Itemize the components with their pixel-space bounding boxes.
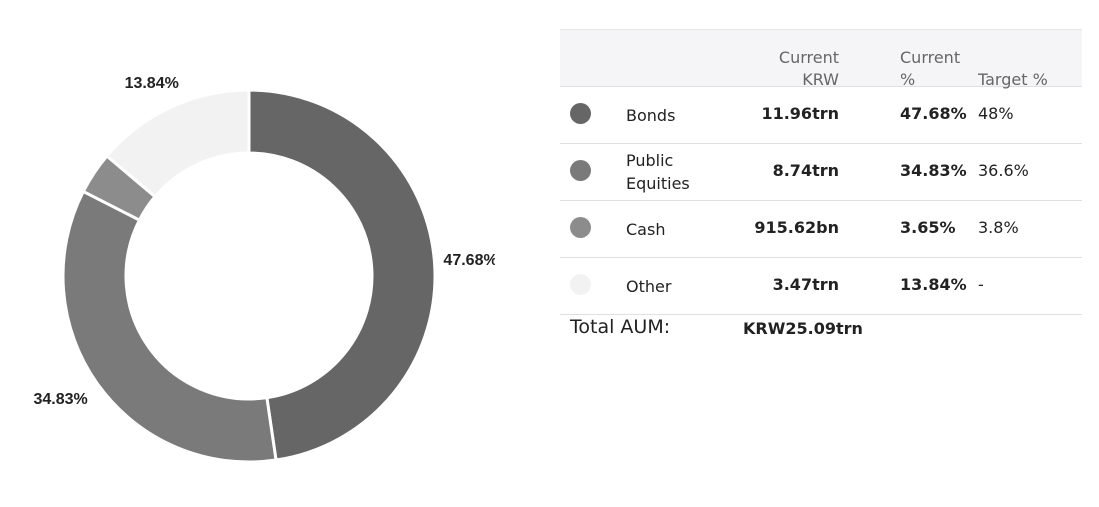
current-krw: 915.62bn <box>754 218 839 237</box>
allocation-table: Current KRW Current % Target % Total AUM… <box>560 29 1082 359</box>
donut-chart: 47.68% 34.83% 13.84% <box>33 75 495 464</box>
legend-dot <box>570 103 591 124</box>
row-name: Bonds <box>626 105 676 125</box>
data-label: 34.83% <box>33 391 87 408</box>
target-pct: 36.6% <box>978 161 1029 180</box>
table-row: Cash 915.62bn 3.65% 3.8% <box>560 200 1082 258</box>
table-row: Bonds 11.96trn 47.68% 48% <box>560 86 1082 144</box>
target-pct: 3.8% <box>978 218 1019 237</box>
data-label: 13.84% <box>125 75 179 92</box>
table-row: Public Equities 8.74trn 34.83% 36.6% <box>560 143 1082 201</box>
target-pct: 48% <box>978 104 1014 123</box>
row-name: Public Equities <box>626 151 690 193</box>
table-header: Current KRW Current % Target % <box>560 29 1082 89</box>
total-value: KRW25.09trn <box>743 319 863 338</box>
table-row: Other 3.47trn 13.84% - <box>560 257 1082 315</box>
legend-dot <box>570 274 591 295</box>
target-pct: - <box>978 275 984 294</box>
column-header: Current % <box>900 48 961 89</box>
legend-dot <box>570 160 591 181</box>
current-pct: 13.84% <box>900 275 967 294</box>
current-krw: 3.47trn <box>772 275 839 294</box>
current-pct: 34.83% <box>900 161 967 180</box>
donut-segment <box>247 88 437 462</box>
row-name: Cash <box>626 219 666 239</box>
current-krw: 8.74trn <box>772 161 839 180</box>
total-label: Total AUM: <box>570 316 671 338</box>
column-header: Target % <box>978 70 1048 89</box>
column-header: Current KRW <box>778 48 839 89</box>
current-pct: 3.65% <box>900 218 956 237</box>
current-krw: 11.96trn <box>761 104 839 123</box>
data-label: 47.68% <box>443 252 495 269</box>
current-pct: 47.68% <box>900 104 967 123</box>
legend-dot <box>570 217 591 238</box>
row-name: Other <box>626 276 672 296</box>
donut-segment <box>104 88 251 199</box>
donut-segment <box>61 189 278 464</box>
